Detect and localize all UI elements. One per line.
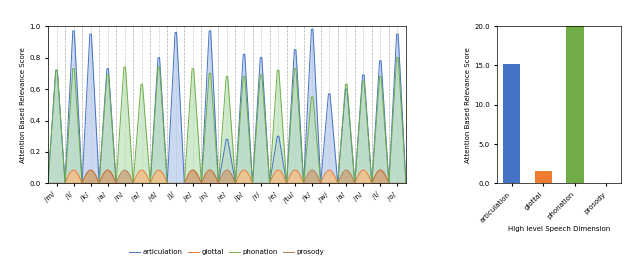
phonation <box>151 112 159 115</box>
Bar <box>534 171 552 183</box>
Bar <box>503 64 520 183</box>
prosody <box>88 169 95 172</box>
articulation <box>272 144 280 147</box>
articulation <box>329 128 337 131</box>
Line: prosody: prosody <box>48 170 406 183</box>
phonation <box>295 113 303 116</box>
prosody <box>394 182 402 185</box>
articulation <box>402 182 410 185</box>
articulation <box>308 28 316 31</box>
prosody <box>273 182 281 185</box>
glottal <box>297 174 305 178</box>
phonation <box>402 182 410 185</box>
articulation <box>295 102 303 105</box>
articulation <box>44 182 52 185</box>
phonation <box>393 56 401 59</box>
phonation <box>52 69 60 72</box>
Line: phonation: phonation <box>48 58 406 183</box>
prosody <box>297 182 305 185</box>
prosody <box>52 182 60 185</box>
articulation <box>52 69 60 72</box>
phonation <box>328 182 335 185</box>
glottal <box>394 182 402 185</box>
glottal <box>52 182 60 185</box>
Y-axis label: Attention Based Relevance Score: Attention Based Relevance Score <box>20 47 26 163</box>
X-axis label: High level Speech Dimension: High level Speech Dimension <box>508 226 610 232</box>
Y-axis label: Attention Based Relevance Score: Attention Based Relevance Score <box>465 47 471 163</box>
glottal <box>44 182 52 185</box>
glottal <box>273 169 281 172</box>
glottal <box>402 182 410 185</box>
glottal <box>70 169 78 172</box>
Line: glottal: glottal <box>48 170 406 183</box>
prosody <box>402 182 410 185</box>
Legend: articulation, glottal, phonation, prosody: articulation, glottal, phonation, prosod… <box>127 247 327 258</box>
phonation <box>394 56 402 59</box>
articulation <box>151 106 159 110</box>
prosody <box>152 182 160 185</box>
glottal <box>152 170 160 173</box>
glottal <box>329 172 337 175</box>
articulation <box>394 32 402 36</box>
prosody <box>44 182 52 185</box>
Bar <box>566 25 584 183</box>
phonation <box>44 182 52 185</box>
phonation <box>272 91 280 94</box>
prosody <box>329 182 337 185</box>
Line: articulation: articulation <box>48 29 406 183</box>
